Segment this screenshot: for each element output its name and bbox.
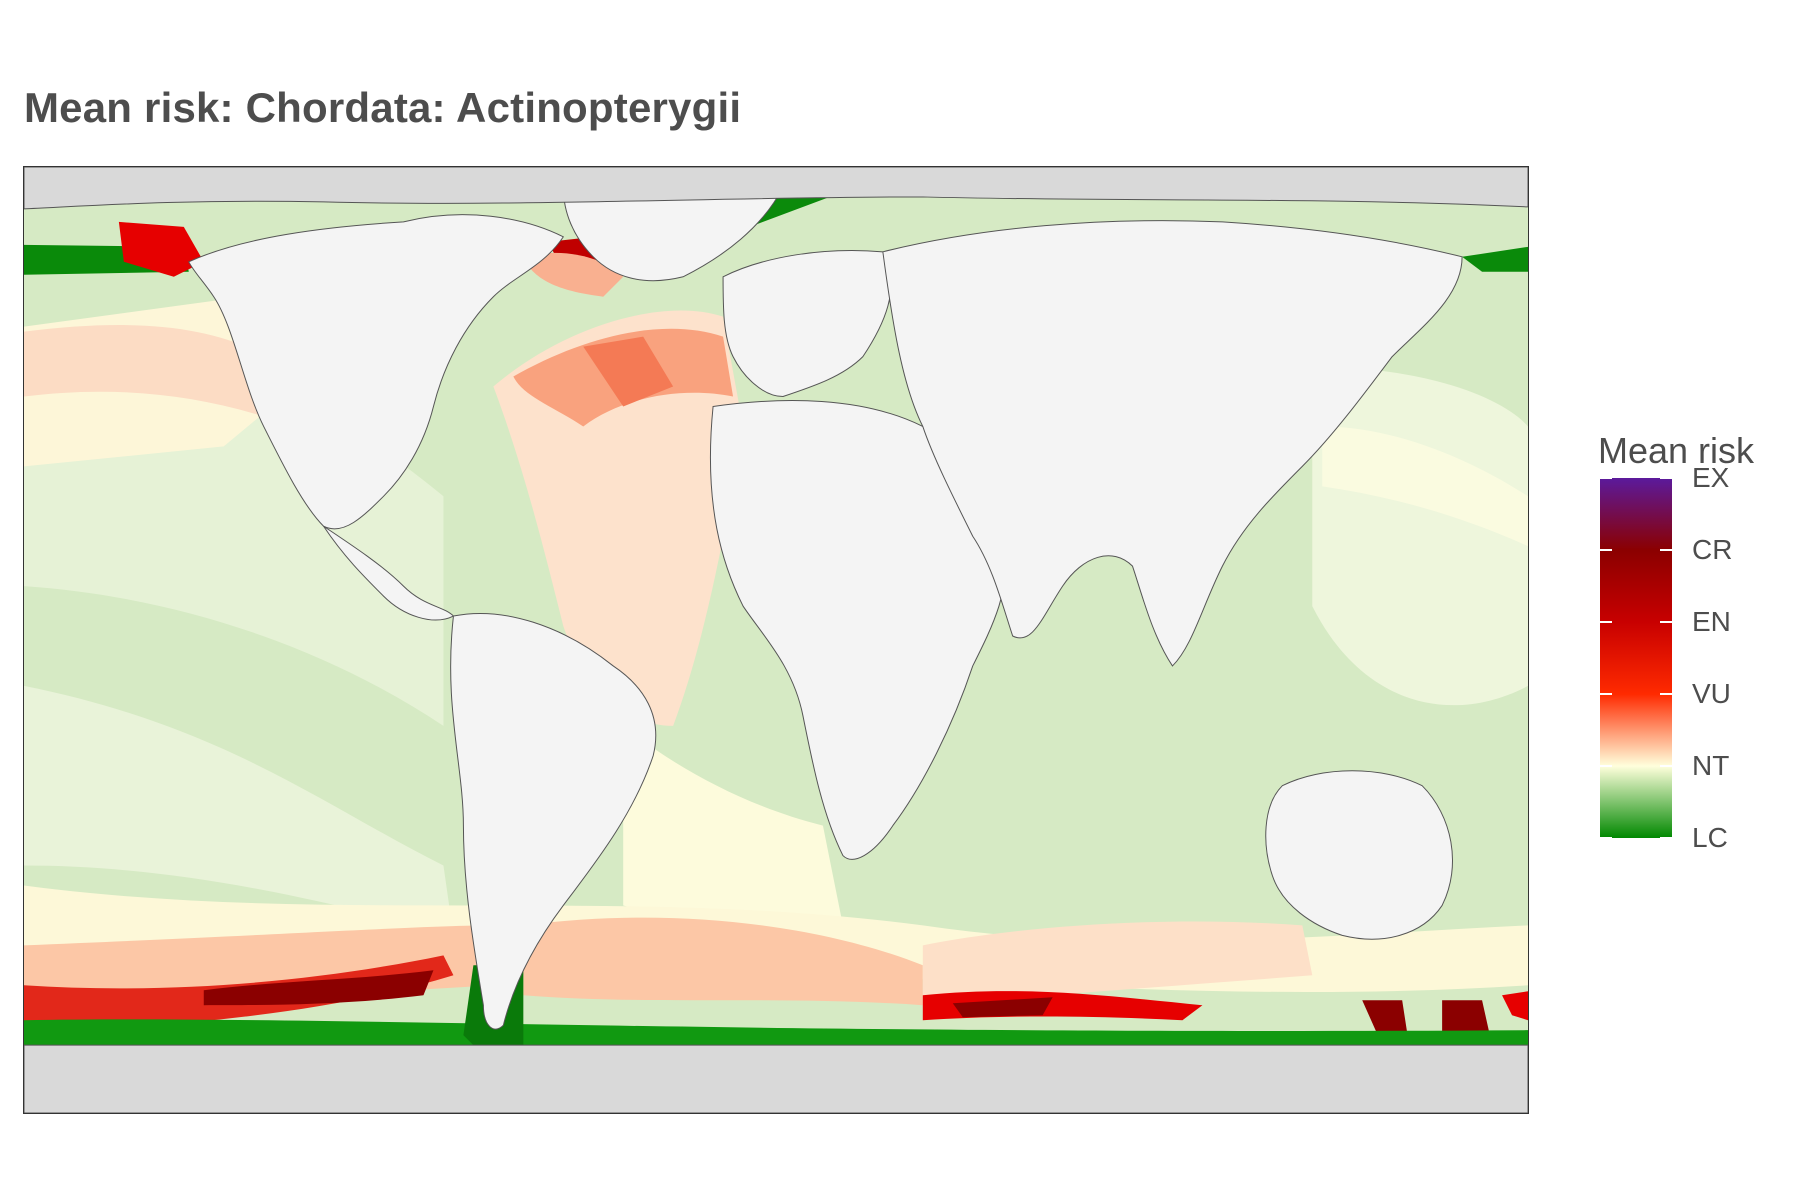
- antarctica: [24, 1044, 1528, 1113]
- legend-color-bar: [1600, 478, 1672, 838]
- legend-label-vu: VU: [1692, 678, 1731, 709]
- bering-en: [118, 221, 204, 277]
- legend-label-en: EN: [1692, 606, 1731, 637]
- legend-tick-right-cr: [1660, 549, 1672, 551]
- land-masses: [188, 175, 1463, 1030]
- south-america: [450, 613, 657, 1030]
- map-canvas: [24, 167, 1528, 1113]
- legend-tick-right-ex: [1660, 477, 1672, 479]
- south-indian-nt-band: [922, 921, 1313, 1006]
- arctic-ice: [24, 167, 1528, 210]
- north-atlantic-hot: [583, 336, 674, 407]
- pacific-south-band: [24, 685, 454, 936]
- legend-tick-left-lc: [1600, 837, 1612, 839]
- map-title: Mean risk: Chordata: Actinopterygii: [24, 84, 742, 131]
- australia: [1265, 770, 1453, 940]
- legend-tick-right-lc: [1660, 837, 1672, 839]
- okhotsk-lc: [1462, 246, 1528, 272]
- legend-tick-left-cr: [1600, 549, 1612, 551]
- south-atlantic-nt: [623, 725, 843, 934]
- north-atlantic-nt: [493, 310, 744, 726]
- antarctic-coast-lc: [24, 1019, 1528, 1046]
- legend-title: Mean risk: [1598, 430, 1755, 471]
- legend-tick-left-en: [1600, 621, 1612, 623]
- kuroshio-band: [1322, 426, 1528, 547]
- legend-tick-right-en: [1660, 621, 1672, 623]
- south-atlantic-vu-band: [523, 917, 923, 1006]
- world-risk-map: [23, 166, 1529, 1114]
- legend-tick-right-nt: [1660, 765, 1672, 767]
- europe: [722, 250, 892, 398]
- legend-tick-left-ex: [1600, 477, 1612, 479]
- legend-tick-left-vu: [1600, 693, 1612, 695]
- legend-label-nt: NT: [1692, 750, 1730, 781]
- legend-label-ex: EX: [1692, 462, 1730, 493]
- asia: [882, 220, 1463, 667]
- north-america: [188, 214, 565, 530]
- legend-label-cr: CR: [1692, 534, 1733, 565]
- legend-tick-left-nt: [1600, 765, 1612, 767]
- south-pacific-cr-strip: [203, 970, 434, 1006]
- south-indian-cr-patch: [952, 997, 1053, 1018]
- map-legend: Mean risk EX CR EN VU NT LC: [1598, 430, 1788, 853]
- labrador-vu: [523, 252, 624, 297]
- legend-tick-right-vu: [1660, 693, 1672, 695]
- north-pacific-vu: [24, 325, 284, 417]
- ross-edge-en: [1502, 991, 1528, 1021]
- legend-label-lc: LC: [1692, 822, 1728, 853]
